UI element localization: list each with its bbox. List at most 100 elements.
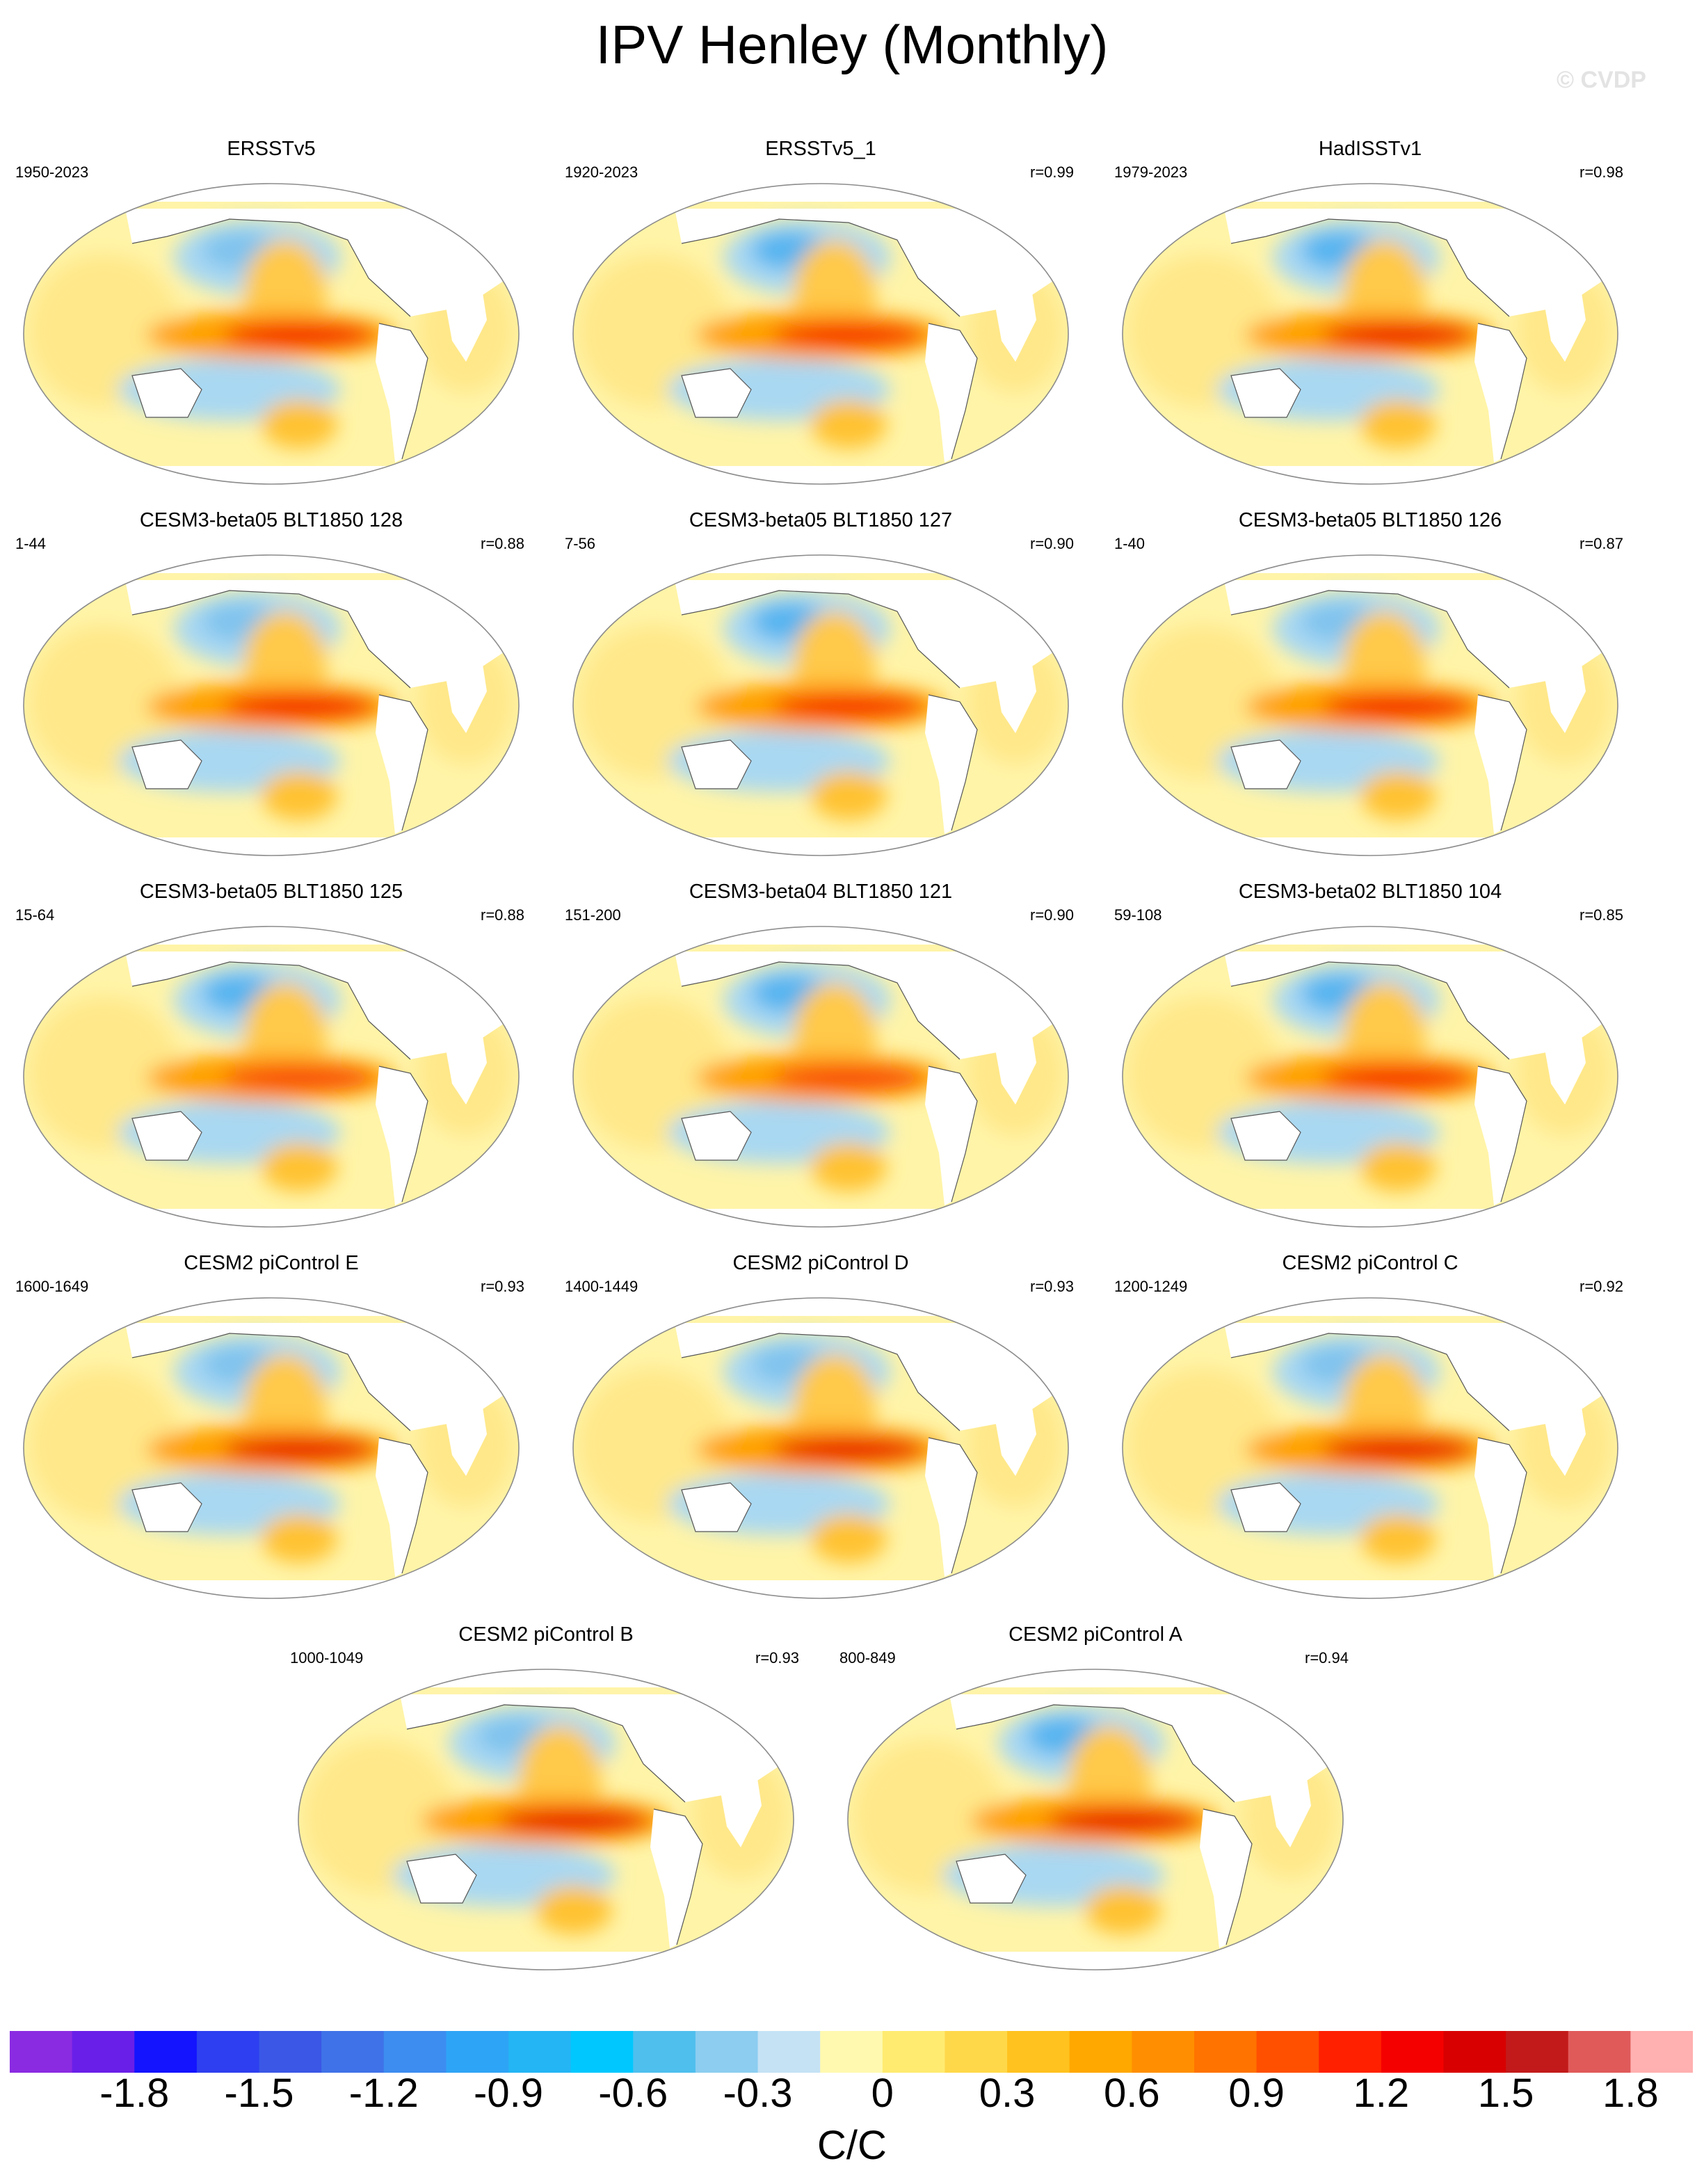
equatorial-warm-core — [772, 694, 925, 719]
panel-correlation: r=0.88 — [481, 535, 524, 552]
africa-europe — [438, 1007, 487, 1105]
panel-correlation: r=0.93 — [1030, 1278, 1074, 1295]
equatorial-warm-core — [1321, 1066, 1474, 1091]
sst-regression-map — [847, 1669, 1344, 1970]
australia — [132, 369, 202, 417]
panel-title: ERSSTv5_1 — [765, 138, 876, 160]
south-pacific-warm-patch — [1360, 1143, 1436, 1191]
northern-landmass — [400, 1694, 782, 1802]
equatorial-warm-core — [772, 1437, 925, 1462]
colorbar-cell — [259, 2031, 322, 2073]
sst-regression-map — [572, 1297, 1069, 1599]
colorbar-cell — [134, 2031, 198, 2073]
colorbar-cell — [695, 2031, 759, 2073]
panel-title: CESM3-beta05 BLT1850 128 — [139, 509, 403, 531]
australia — [132, 1483, 202, 1532]
map-panel: CESM3-beta05 BLT1850 125 15-64 r=0.88 — [0, 879, 542, 1249]
sst-regression-map — [1122, 183, 1618, 485]
map-panel: CESM2 piControl C 1200-1249 r=0.92 — [1099, 1251, 1641, 1621]
equatorial-warm-core — [1047, 1808, 1200, 1833]
colorbar-cell — [1630, 2031, 1693, 2073]
panel-title: CESM3-beta05 BLT1850 127 — [689, 509, 953, 531]
africa-europe — [1537, 264, 1586, 362]
map-frame — [847, 1669, 1344, 1970]
equatorial-warm-core — [497, 1808, 650, 1833]
south-pacific-warm-patch — [261, 400, 337, 449]
colorbar-cell — [757, 2031, 821, 2073]
sst-regression-map — [23, 183, 520, 485]
south-pacific-warm-patch — [810, 771, 887, 820]
indian-ocean-field — [577, 254, 730, 407]
coastlines — [681, 218, 978, 460]
panel-period: 151-200 — [565, 906, 621, 924]
indian-ocean-field — [303, 1740, 456, 1893]
panel-correlation: r=0.98 — [1580, 163, 1623, 181]
colorbar-cell — [1007, 2031, 1070, 2073]
northern-landmass — [675, 1323, 1057, 1431]
south-america — [376, 695, 428, 834]
map-panel: HadISSTv1 1979-2023 r=0.98 — [1099, 136, 1641, 506]
panel-correlation: r=0.93 — [481, 1278, 524, 1295]
map-frame — [1122, 183, 1618, 485]
africa-europe — [438, 264, 487, 362]
coastlines — [1230, 961, 1527, 1203]
sst-regression-map — [572, 926, 1069, 1228]
colorbar-cell — [72, 2031, 135, 2073]
panel-period: 1000-1049 — [290, 1649, 364, 1667]
map-panel: CESM2 piControl D 1400-1449 r=0.93 — [549, 1251, 1092, 1621]
colorbar-tick-label: -0.6 — [598, 2071, 668, 2116]
panel-correlation: r=0.94 — [1305, 1649, 1349, 1667]
colorbar-tick-label: 0 — [871, 2071, 894, 2116]
map-frame — [572, 183, 1069, 485]
panel-title: CESM3-beta05 BLT1850 125 — [139, 881, 403, 903]
south-pacific-warm-patch — [536, 1886, 612, 1934]
figure-title: IPV Henley (Monthly) — [595, 14, 1109, 75]
colorbar-cell — [1506, 2031, 1569, 2073]
colorbar-cell — [570, 2031, 634, 2073]
map-frame — [23, 183, 520, 485]
map-frame — [23, 554, 520, 856]
south-america — [376, 323, 428, 463]
panel-title: CESM3-beta04 BLT1850 121 — [689, 881, 953, 903]
coastlines — [1230, 1333, 1527, 1574]
indian-ocean-field — [1127, 625, 1280, 778]
map-panel: CESM3-beta05 BLT1850 126 1-40 r=0.87 — [1099, 508, 1641, 878]
colorbar-cell — [945, 2031, 1008, 2073]
south-america — [376, 1066, 428, 1205]
australia — [1231, 1111, 1301, 1160]
map-panel: CESM3-beta04 BLT1850 121 151-200 r=0.90 — [549, 879, 1092, 1249]
panel-period: 1920-2023 — [565, 163, 638, 181]
south-america — [1474, 1066, 1527, 1205]
panel-period: 15-64 — [15, 906, 55, 924]
panel-period: 1-40 — [1114, 535, 1146, 552]
africa-europe — [1537, 1007, 1586, 1105]
australia — [1231, 369, 1301, 417]
northern-landmass — [1224, 1323, 1607, 1431]
south-pacific-warm-patch — [1360, 400, 1436, 449]
south-pacific-warm-patch — [261, 1143, 337, 1191]
sst-regression-map — [23, 554, 520, 856]
africa-europe — [988, 264, 1036, 362]
panel-period: 1200-1249 — [1114, 1278, 1188, 1295]
panel-correlation: r=0.87 — [1580, 535, 1623, 552]
south-america — [1474, 323, 1527, 463]
colorbar — [10, 2031, 1693, 2073]
map-panel: ERSSTv5_1 1920-2023 r=0.99 — [549, 136, 1092, 506]
northern-landmass — [1224, 580, 1607, 688]
map-panel: CESM2 piControl B 1000-1049 r=0.93 — [275, 1622, 817, 1992]
colorbar-tick-label: 0.6 — [1104, 2071, 1160, 2116]
coastlines — [681, 1333, 978, 1574]
colorbar-cell — [1256, 2031, 1319, 2073]
map-frame — [1122, 554, 1618, 856]
panel-period: 800-849 — [839, 1649, 896, 1667]
indian-ocean-field — [28, 254, 181, 407]
australia — [682, 1483, 751, 1532]
sst-regression-map — [572, 183, 1069, 485]
colorbar-cell — [820, 2031, 883, 2073]
colorbar-tick-label: 1.8 — [1602, 2071, 1659, 2116]
africa-europe — [988, 1379, 1036, 1476]
australia — [682, 369, 751, 417]
colorbar-cell — [196, 2031, 260, 2073]
australia — [1231, 740, 1301, 789]
south-america — [1200, 1809, 1252, 1948]
